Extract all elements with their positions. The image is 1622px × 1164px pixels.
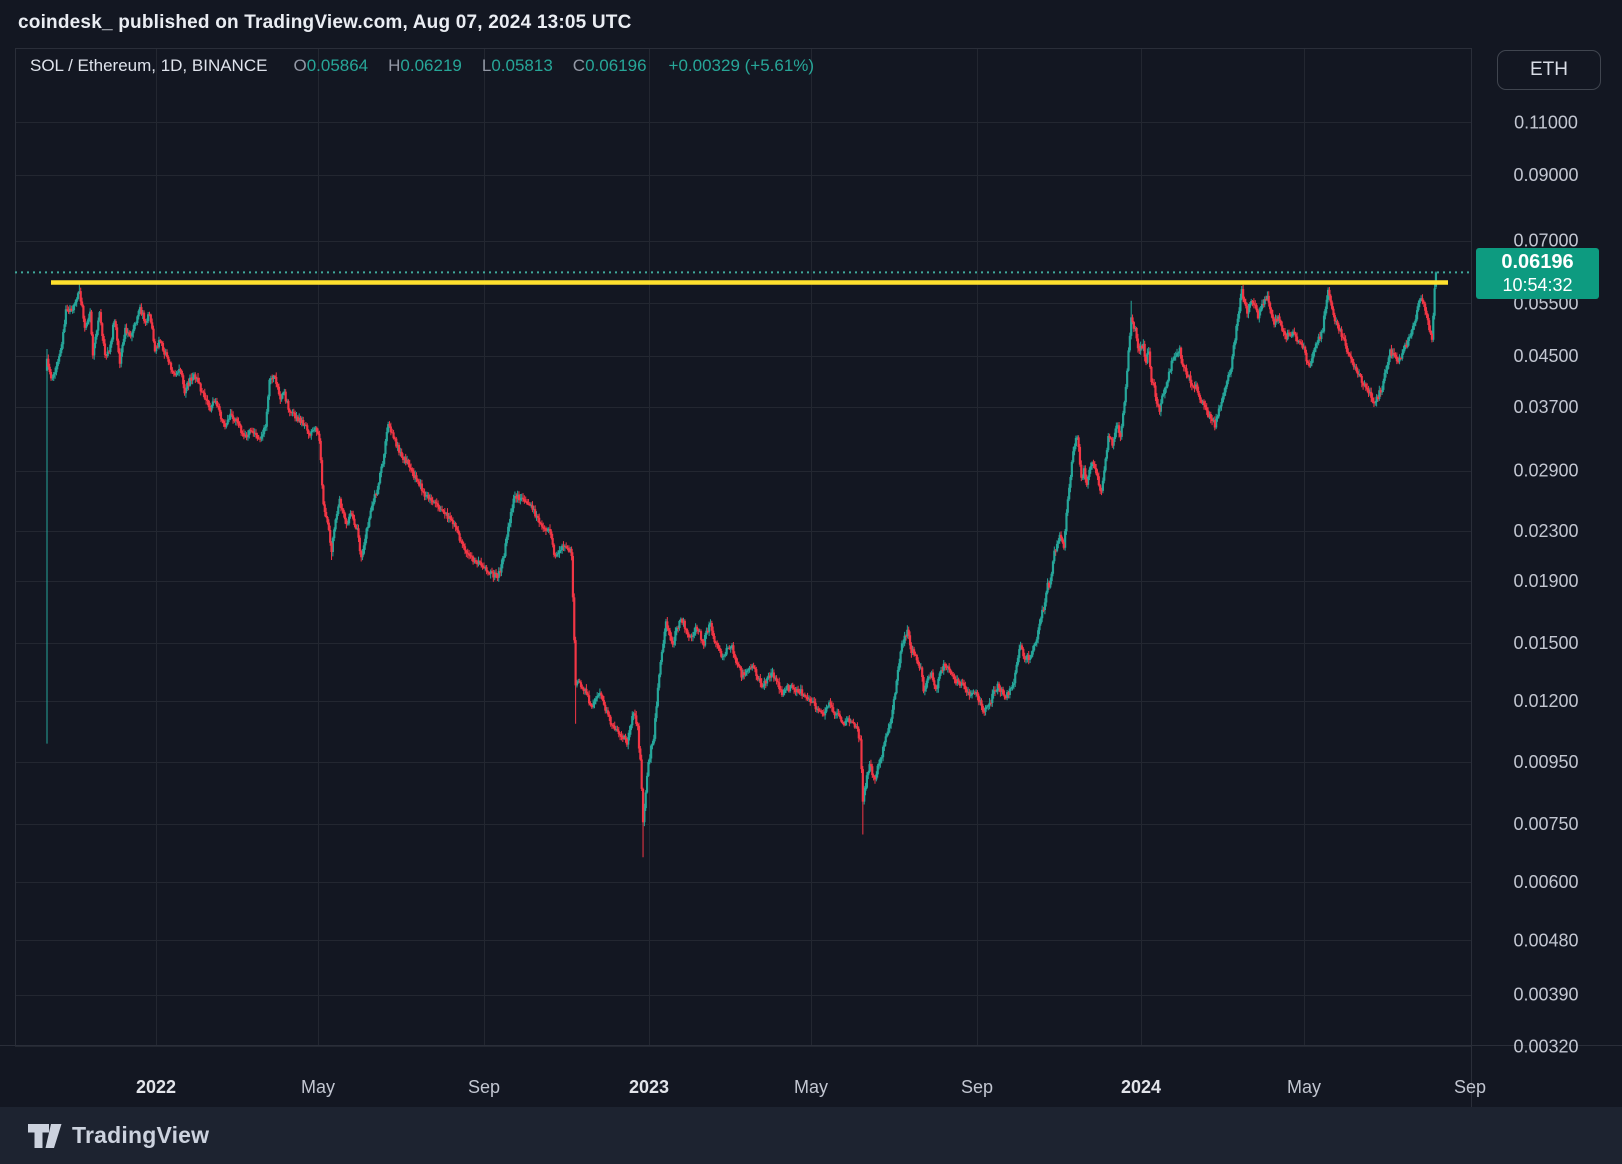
price-axis-label: 0.00480 — [1513, 930, 1578, 950]
price-axis-label: 0.11000 — [1514, 112, 1578, 132]
price-axis-label: 0.04500 — [1513, 346, 1578, 366]
price-axis-label: 0.01900 — [1513, 571, 1578, 591]
price-axis-label: 0.00950 — [1513, 752, 1578, 772]
time-axis-label: May — [794, 1077, 828, 1097]
up-candle-wicks — [46, 271, 1437, 827]
price-axis-label: 0.00390 — [1513, 985, 1578, 1005]
ohlc-open: O0.05864 — [293, 56, 369, 75]
price-axis-label: 0.09000 — [1513, 165, 1578, 185]
bar-countdown: 10:54:32 — [1502, 274, 1573, 295]
price-axis-label: 0.01500 — [1513, 633, 1578, 653]
price-axis-label: 0.07000 — [1513, 231, 1578, 251]
time-axis-label: 2023 — [629, 1077, 669, 1097]
tradingview-brand[interactable]: TradingView — [28, 1122, 209, 1149]
attribution-text: coindesk_ published on TradingView.com, … — [18, 12, 632, 33]
price-axis-label: 0.02900 — [1513, 461, 1578, 481]
up-candle-bodies — [45, 272, 1438, 823]
down-candle-wicks — [47, 284, 1433, 858]
price-axis-label: 0.00600 — [1513, 872, 1578, 892]
tradingview-brand-label: TradingView — [72, 1122, 210, 1148]
symbol-description[interactable]: SOL / Ethereum, 1D, BINANCE — [30, 56, 268, 75]
down-candle-bodies — [47, 289, 1434, 823]
currency-unit-button[interactable]: ETH — [1497, 50, 1601, 90]
pane-borders — [0, 48, 1622, 1108]
time-axis-label: May — [1287, 1077, 1321, 1097]
time-axis-label: Sep — [1454, 1077, 1486, 1097]
price-axis-label: 0.02300 — [1513, 521, 1578, 541]
symbol-legend[interactable]: SOL / Ethereum, 1D, BINANCE O0.05864 H0.… — [30, 56, 814, 76]
price-axis-label: 0.00750 — [1513, 814, 1578, 834]
price-axis-label: 0.01200 — [1513, 691, 1578, 711]
candles — [45, 271, 1438, 858]
price-axis-label: 0.03700 — [1513, 397, 1578, 417]
time-axis-label: Sep — [468, 1077, 500, 1097]
grid-lines — [15, 48, 1471, 1047]
page-footer: TradingView — [0, 1107, 1622, 1164]
price-axis-label: 0.00320 — [1513, 1036, 1578, 1056]
time-axis-label: May — [301, 1077, 335, 1097]
time-axis-label: 2024 — [1121, 1077, 1161, 1097]
ohlc-low: L0.05813 — [481, 56, 553, 75]
tradingview-logo-icon — [28, 1123, 62, 1148]
last-price-value: 0.06196 — [1501, 250, 1574, 273]
time-axis-label: 2022 — [136, 1077, 176, 1097]
ohlc-close: C0.06196 — [572, 56, 647, 75]
time-axis-label: Sep — [961, 1077, 993, 1097]
ohlc-high: H0.06219 — [388, 56, 462, 75]
last-price-badge: 0.06196 10:54:32 — [1476, 247, 1599, 299]
change-value: +0.00329 (+5.61%) — [668, 56, 815, 75]
